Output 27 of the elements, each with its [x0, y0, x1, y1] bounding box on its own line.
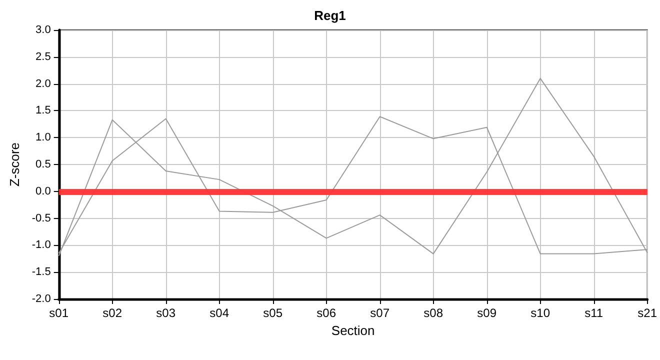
y-tick-label: 3.0 [36, 24, 51, 36]
y-tick-label: 0.5 [36, 158, 51, 170]
x-tick-label: s01 [49, 306, 69, 320]
x-tick-label: s08 [424, 306, 444, 320]
x-tick-label: s10 [530, 306, 550, 320]
x-tick-label: s07 [370, 306, 390, 320]
y-tick-label: -1.0 [32, 239, 51, 252]
x-tick-label: s09 [477, 306, 497, 320]
chart-title: Reg1 [314, 8, 346, 23]
x-tick-label: s02 [102, 306, 122, 320]
line-series [58, 78, 648, 256]
y-axis-title: Z-score [7, 142, 22, 187]
y-tick-label: 0.0 [36, 185, 51, 198]
y-tick-label: 1.5 [36, 104, 51, 117]
y-tick-label: -1.5 [32, 266, 51, 278]
x-tick-label: s21 [638, 306, 658, 320]
y-tick-label: -0.5 [32, 212, 51, 224]
y-tick-label: 2.0 [36, 78, 51, 90]
x-axis-title: Section [331, 322, 375, 338]
x-tick-label: s11 [584, 306, 604, 320]
x-tick-label: s03 [156, 306, 176, 320]
x-tick-label: s06 [316, 306, 336, 320]
y-tick-label: 2.5 [36, 50, 51, 63]
y-tick-label: 1.0 [36, 132, 51, 144]
x-tick-label: s04 [210, 306, 230, 320]
x-tick-label: s05 [263, 306, 283, 320]
y-tick-label: -2.0 [32, 293, 51, 305]
